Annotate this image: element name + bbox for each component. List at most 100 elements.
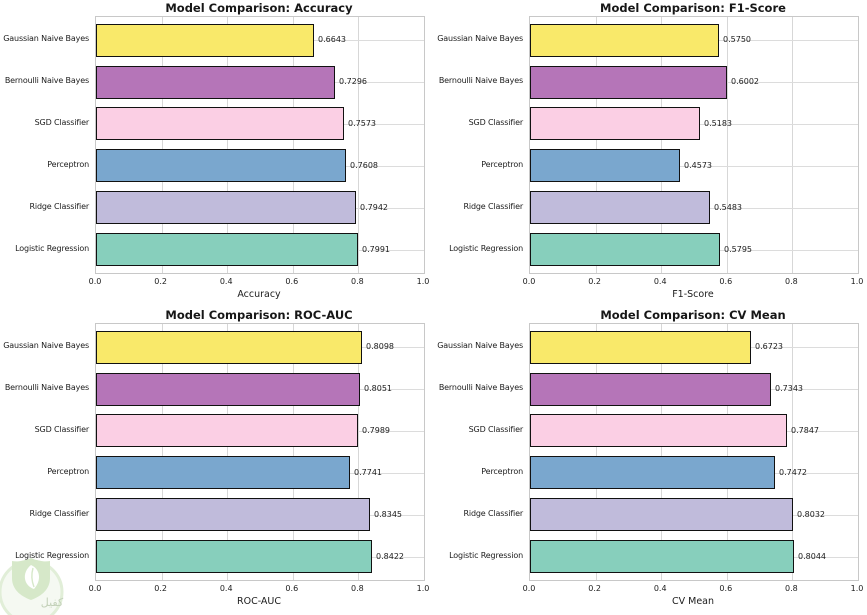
y-tick-label: Ridge Classifier — [463, 202, 523, 211]
plot-area: 0.6723 0.7343 0.7847 0.7472 0.8032 0.8044 — [529, 323, 859, 581]
x-gridline — [358, 17, 360, 273]
bar-ridge-classifier — [530, 498, 793, 531]
x-tick-label: 0.2 — [588, 584, 601, 593]
x-tick-label: 0.6 — [719, 584, 733, 593]
bar-perceptron — [96, 149, 346, 182]
x-axis-label: ROC-AUC — [236, 596, 282, 607]
x-gridline — [726, 324, 728, 580]
x-tick-label: 0.6 — [285, 584, 299, 593]
x-tick-label: 1.0 — [416, 277, 430, 286]
x-tick-label: 1.0 — [850, 584, 864, 593]
x-axis-label: CV Mean — [671, 596, 715, 607]
bar-gaussian-naive-bayes — [530, 24, 719, 57]
bar-logistic-regression — [96, 540, 372, 573]
chart-title: Model Comparison: ROC-AUC — [165, 308, 353, 322]
y-tick-label: Gaussian Naive Bayes — [3, 34, 89, 43]
bar-value-label: 0.7741 — [354, 468, 382, 477]
bar-ridge-classifier — [96, 191, 356, 224]
bar-sgd-classifier — [530, 414, 787, 447]
plot-area: 0.8098 0.8051 0.7989 0.7741 0.8345 0.8422 — [95, 323, 425, 581]
y-tick-label: Ridge Classifier — [29, 509, 89, 518]
bar-value-label: 0.7942 — [360, 203, 388, 212]
y-tick-label: Perceptron — [47, 467, 89, 476]
y-tick-label: Logistic Regression — [15, 244, 89, 253]
bar-gaussian-naive-bayes — [96, 331, 362, 364]
y-tick-label: SGD Classifier — [34, 425, 90, 434]
bar-gaussian-naive-bayes — [96, 24, 314, 57]
x-gridline — [595, 324, 597, 580]
x-tick-label: 1.0 — [850, 277, 864, 286]
x-tick-label: 0.0 — [522, 277, 536, 286]
bar-value-label: 0.6002 — [731, 77, 759, 86]
y-tick-label: Logistic Regression — [449, 244, 523, 253]
x-gridline — [227, 324, 229, 580]
bar-value-label: 0.8345 — [374, 510, 402, 519]
y-tick-label: Bernoulli Naive Bayes — [4, 76, 89, 85]
x-tick-label: 0.6 — [719, 277, 733, 286]
bar-value-label: 0.8044 — [798, 552, 826, 561]
bar-perceptron — [530, 149, 680, 182]
x-tick-label: 0.4 — [219, 277, 233, 286]
bar-perceptron — [96, 456, 350, 489]
x-tick-label: 0.2 — [154, 584, 167, 593]
x-tick-label: 0.8 — [785, 277, 798, 286]
x-tick-label: 0.4 — [219, 584, 233, 593]
y-tick-label: Gaussian Naive Bayes — [437, 341, 523, 350]
x-tick-label: 0.8 — [785, 584, 798, 593]
x-gridline — [358, 324, 360, 580]
y-tick-label: SGD Classifier — [34, 118, 90, 127]
chart-title: Model Comparison: CV Mean — [600, 308, 786, 322]
y-tick-label: Perceptron — [47, 160, 89, 169]
plot-area: 0.6643 0.7296 0.7573 0.7608 0.7942 0.7991 — [95, 16, 425, 274]
bar-ridge-classifier — [530, 191, 710, 224]
y-tick-label: SGD Classifier — [468, 118, 524, 127]
bar-bernoulli-naive-bayes — [530, 373, 771, 406]
bar-value-label: 0.8098 — [366, 342, 394, 351]
bar-value-label: 0.7472 — [779, 468, 807, 477]
x-tick-label: 0.2 — [588, 277, 601, 286]
x-tick-label: 0.0 — [88, 277, 102, 286]
x-gridline — [292, 324, 294, 580]
bar-logistic-regression — [96, 233, 358, 266]
y-tick-label: Bernoulli Naive Bayes — [438, 76, 523, 85]
chart-panel-roc-auc: Model Comparison: ROC-AUC 0.8098 0.8051 0.7… — [0, 307, 433, 615]
plot-area: 0.5750 0.6002 0.5183 0.4573 0.5483 0.5795 — [529, 16, 859, 274]
x-gridline — [661, 17, 663, 273]
bar-bernoulli-naive-bayes — [96, 373, 360, 406]
bar-bernoulli-naive-bayes — [96, 66, 335, 99]
bar-value-label: 0.8422 — [376, 552, 404, 561]
x-gridline — [161, 17, 163, 273]
bar-value-label: 0.5795 — [724, 245, 752, 254]
bar-value-label: 0.6723 — [755, 342, 783, 351]
chart-title: Model Comparison: Accuracy — [165, 1, 353, 15]
x-gridline — [726, 17, 728, 273]
chart-panel-accuracy: Model Comparison: Accuracy 0.6643 0.7296 0.… — [0, 0, 433, 307]
x-tick-label: 0.8 — [351, 584, 364, 593]
bar-perceptron — [530, 456, 775, 489]
bar-value-label: 0.7991 — [362, 245, 390, 254]
bar-value-label: 0.5483 — [714, 203, 742, 212]
y-tick-label: Perceptron — [481, 467, 523, 476]
x-tick-label: 0.4 — [653, 584, 667, 593]
x-gridline — [595, 17, 597, 273]
bar-sgd-classifier — [96, 107, 344, 140]
y-tick-label: Ridge Classifier — [463, 509, 523, 518]
bar-value-label: 0.7343 — [775, 384, 803, 393]
y-tick-label: Logistic Regression — [449, 551, 523, 560]
bar-sgd-classifier — [96, 414, 358, 447]
y-gridline — [530, 166, 858, 167]
y-tick-label: Ridge Classifier — [29, 202, 89, 211]
bar-sgd-classifier — [530, 107, 700, 140]
y-tick-label: Logistic Regression — [15, 551, 89, 560]
x-tick-label: 0.8 — [351, 277, 364, 286]
bar-value-label: 0.7847 — [791, 426, 819, 435]
x-axis-label: F1-Score — [672, 289, 714, 300]
bar-value-label: 0.4573 — [684, 161, 712, 170]
y-tick-label: Bernoulli Naive Bayes — [4, 383, 89, 392]
y-tick-label: Bernoulli Naive Bayes — [438, 383, 523, 392]
bar-value-label: 0.8051 — [364, 384, 392, 393]
bar-gaussian-naive-bayes — [530, 331, 751, 364]
x-gridline — [792, 324, 794, 580]
bar-value-label: 0.7296 — [339, 77, 367, 86]
